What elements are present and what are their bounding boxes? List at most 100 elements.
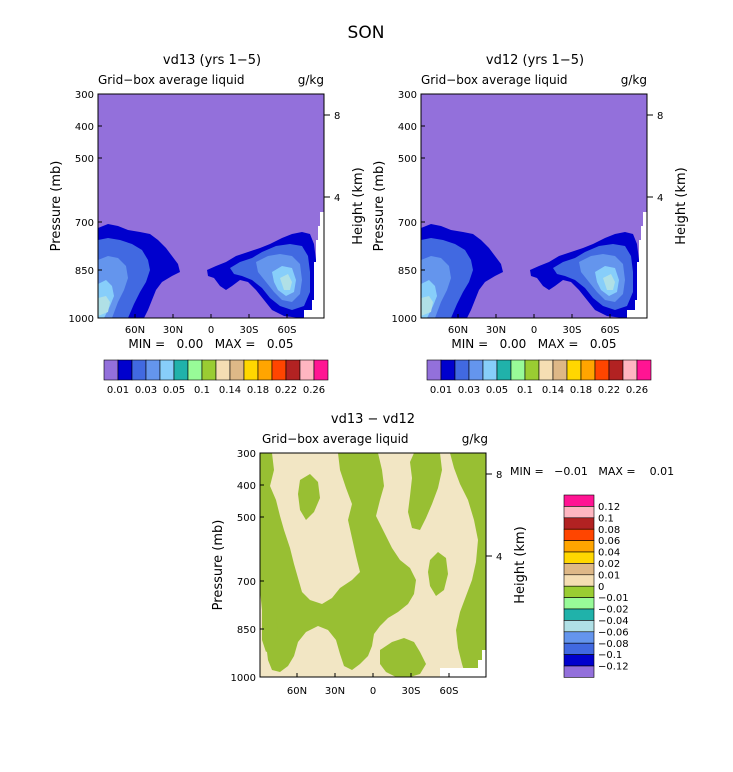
x-tick-label: 0 xyxy=(370,686,376,697)
y2-tick-label: 8 xyxy=(496,470,502,481)
x-tick-label: 0 xyxy=(208,325,214,336)
y-axis-label: Pressure (mb) xyxy=(372,161,387,252)
colorbar: 0.01 0.03 0.05 0.1 0.14 0.18 0.22 0.26 xyxy=(103,359,329,396)
colorbar-label: 0.02 xyxy=(598,559,620,570)
colorbar-label: −0.04 xyxy=(598,616,629,627)
y2-tick-label: 4 xyxy=(496,552,502,563)
panel-units: g/kg xyxy=(298,73,324,87)
colorbar: 0.12 0.1 0.08 0.06 0.04 0.02 0.01 0 −0.0… xyxy=(563,494,629,678)
y2-tick-label: 8 xyxy=(334,111,340,122)
y-axis-label: Pressure (mb) xyxy=(211,520,226,611)
y-tick-label: 700 xyxy=(237,577,256,588)
colorbar-label: 0.1 xyxy=(517,385,533,396)
y-tick-label: 1000 xyxy=(392,314,417,325)
colorbar-label: 0.01 xyxy=(107,385,129,396)
panel-title: vd12 (yrs 1−5) xyxy=(486,53,584,68)
colorbar-swatch xyxy=(563,563,595,576)
colorbar-swatch xyxy=(103,359,119,381)
contour-level-paleblue-right xyxy=(280,274,292,290)
contour-level-olive xyxy=(408,453,442,530)
y-tick-label: 850 xyxy=(398,266,417,277)
x-tick-label: 60S xyxy=(439,686,458,697)
x-axis: 60N 30N 0 30S 60S xyxy=(448,314,620,336)
colorbar-label: −0.06 xyxy=(598,627,629,638)
contour-level-olive xyxy=(260,453,416,672)
colorbar-swatch xyxy=(229,359,245,381)
x-tick-label: 60S xyxy=(277,325,296,336)
y-tick-label: 700 xyxy=(75,218,94,229)
x-axis: 60N 30N 0 30S 60S xyxy=(125,314,297,336)
panel-diff: vd13 − vd12 Grid−box average liquid g/kg… xyxy=(211,412,674,697)
x-tick-label: 30S xyxy=(562,325,581,336)
contour-level-olive xyxy=(298,474,320,520)
panel-subtitle: Grid−box average liquid xyxy=(262,432,409,446)
colorbar-swatch xyxy=(313,359,329,381)
colorbar-swatch xyxy=(563,608,595,621)
colorbar-swatch xyxy=(159,359,175,381)
colorbar-swatch xyxy=(552,359,568,381)
colorbar-swatch xyxy=(426,359,442,381)
colorbar-label: −0.12 xyxy=(598,662,629,673)
colorbar-swatch xyxy=(563,631,595,644)
panel-title: vd13 (yrs 1−5) xyxy=(163,53,261,68)
figure-title: SON xyxy=(348,23,385,43)
contour-level-olive xyxy=(380,638,426,677)
colorbar-swatch xyxy=(131,359,147,381)
colorbar-label: −0.08 xyxy=(598,639,629,650)
y-axis-right: 8 4 Height (km) xyxy=(324,111,366,245)
panel-vd12: vd12 (yrs 1−5) Grid−box average liquid g… xyxy=(372,53,689,396)
y-tick-label: 500 xyxy=(75,154,94,165)
y2-axis-label: Height (km) xyxy=(513,526,528,603)
colorbar-label: 0.03 xyxy=(135,385,157,396)
contour-level-olive xyxy=(428,552,448,596)
colorbar-swatch xyxy=(173,359,189,381)
colorbar-label: 0.22 xyxy=(598,385,620,396)
y-axis-right: 8 4 Height (km) xyxy=(486,470,528,604)
x-tick-label: 30N xyxy=(325,686,345,697)
y-tick-label: 850 xyxy=(237,625,256,636)
colorbar-swatch xyxy=(622,359,638,381)
colorbar-swatch xyxy=(594,359,610,381)
colorbar-label: 0.04 xyxy=(598,548,620,559)
colorbar-label: 0.14 xyxy=(542,385,564,396)
missing-data-region xyxy=(440,650,486,677)
colorbar-swatch xyxy=(454,359,470,381)
colorbar-label: 0 xyxy=(598,582,604,593)
contour-level-paleblue-left xyxy=(98,296,110,316)
panel-vd13: vd13 (yrs 1−5) Grid−box average liquid g… xyxy=(49,53,366,396)
x-tick-label: 30N xyxy=(163,325,183,336)
colorbar-swatch xyxy=(468,359,484,381)
y-axis-left: 300 400 500 700 850 1000 Pressure (mb) xyxy=(49,90,102,325)
y2-axis-label: Height (km) xyxy=(351,167,366,244)
colorbar-swatch xyxy=(243,359,259,381)
y-tick-label: 1000 xyxy=(231,673,256,684)
contour-field xyxy=(98,94,324,318)
colorbar-label: −0.01 xyxy=(598,593,629,604)
y2-axis-label: Height (km) xyxy=(674,167,689,244)
colorbar-swatch xyxy=(636,359,652,381)
colorbar-swatch xyxy=(440,359,456,381)
panel-subtitle: Grid−box average liquid xyxy=(98,73,245,87)
min-max-stats: MIN = 0.00 MAX = 0.05 xyxy=(128,337,293,351)
x-tick-label: 30S xyxy=(239,325,258,336)
y-tick-label: 400 xyxy=(75,122,94,133)
x-tick-label: 30N xyxy=(486,325,506,336)
y-tick-label: 500 xyxy=(237,513,256,524)
min-max-stats: MIN = −0.01 MAX = 0.01 xyxy=(510,465,674,478)
y-tick-label: 700 xyxy=(398,218,417,229)
colorbar-swatch xyxy=(608,359,624,381)
colorbar-swatch xyxy=(201,359,217,381)
y2-tick-label: 4 xyxy=(657,193,663,204)
panel-units: g/kg xyxy=(621,73,647,87)
y-axis-left: 300 400 500 700 850 1000 Pressure (mb) xyxy=(372,90,425,325)
colorbar-label: 0.08 xyxy=(598,525,620,536)
x-tick-label: 60N xyxy=(125,325,145,336)
y-tick-label: 300 xyxy=(75,90,94,101)
colorbar-swatch xyxy=(187,359,203,381)
colorbar-label: 0.18 xyxy=(570,385,592,396)
x-tick-label: 60N xyxy=(448,325,468,336)
colorbar-swatch xyxy=(563,574,595,587)
colorbar-label: 0.05 xyxy=(163,385,185,396)
colorbar-swatch xyxy=(566,359,582,381)
colorbar-swatch xyxy=(563,665,595,678)
